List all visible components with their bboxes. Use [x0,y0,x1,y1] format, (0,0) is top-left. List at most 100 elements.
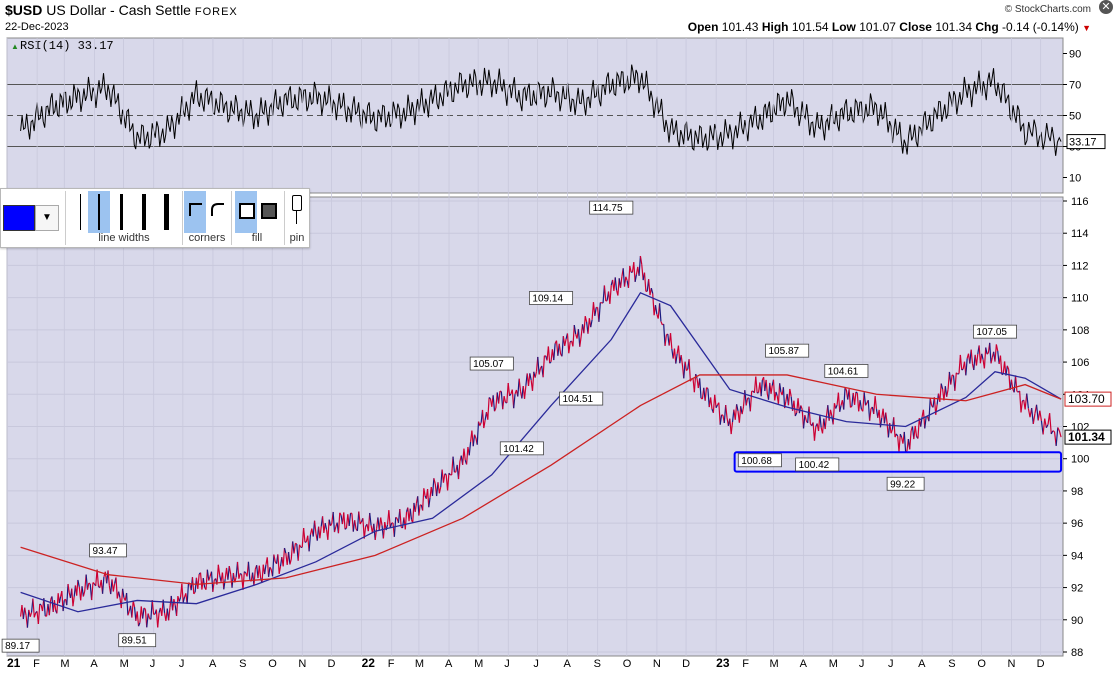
low-value: 101.07 [859,20,896,34]
corners-label: corners [188,232,226,244]
price-segment [579,336,582,347]
price-segment [683,361,686,379]
rsi-tick-label: 50 [1069,111,1081,123]
color-swatch[interactable] [3,205,35,231]
price-segment [538,368,542,375]
price-segment [985,347,988,355]
line-width-2-icon[interactable] [98,194,100,230]
price-segment [677,345,681,364]
price-segment [710,397,713,410]
price-segment [1042,418,1046,435]
price-segment [208,575,211,581]
price-segment [509,393,512,397]
price-segment [287,551,291,565]
price-segment [217,564,221,576]
price-segment [404,511,408,530]
price-segment [313,520,317,534]
price-segment [115,577,118,599]
price-segment [472,434,476,447]
price-segment [258,565,262,579]
price-segment [239,572,242,575]
square-corner-icon[interactable] [187,201,203,217]
x-tick-label: S [594,658,601,670]
price-segment [479,422,482,426]
solid-fill-icon[interactable] [261,203,277,219]
line-width-4-icon[interactable] [142,194,146,230]
price-segment [147,613,151,619]
price-segment [590,319,593,328]
price-segment [633,262,636,282]
price-segment [978,345,982,364]
close-icon[interactable]: ✕ [1099,0,1113,14]
price-segment [182,596,186,603]
price-segment [684,361,688,371]
line-width-3-icon[interactable] [120,194,123,230]
price-segment [442,473,446,483]
price-tick-label: 94 [1071,550,1083,562]
x-tick-label: J [179,658,185,670]
line-width-1-icon[interactable] [80,194,81,230]
price-segment [914,425,918,437]
x-tick-label: F [742,658,749,670]
price-segment [303,527,306,543]
price-segment [228,565,232,575]
price-segment [853,391,857,405]
chart-header: $USD US Dollar - Cash Settle FOREX 22-De… [0,0,1113,34]
price-segment [622,268,626,287]
price-segment [151,600,155,615]
rsi-tick-label: 90 [1069,49,1081,61]
annotation-box [118,633,157,648]
round-corner-icon[interactable] [209,201,225,217]
x-tick-label: M [769,658,778,670]
price-segment [238,573,241,579]
price-segment [654,305,658,315]
price-segment [125,592,129,616]
price-segment [990,357,993,364]
price-segment [542,355,546,378]
price-segment [946,389,949,397]
price-segment [143,607,146,610]
price-segment [452,456,456,473]
price-segment [787,388,791,406]
x-tick-label: M [120,658,129,670]
price-segment [502,396,505,410]
price-segment [561,336,564,357]
chevron-down-icon[interactable]: ▼ [35,205,59,231]
rsi-series-line [20,64,1062,156]
price-segment [210,571,214,592]
price-segment [37,603,41,625]
price-segment [137,622,141,627]
price-segment [483,419,486,429]
price-last-value-label: 101.34 [1068,430,1105,444]
annotation-label: 101.42 [503,444,534,455]
price-segment [264,564,267,575]
ohlc-readout: Open 101.43 High 101.54 Low 101.07 Close… [688,20,1091,34]
x-tick-label: A [800,658,808,670]
price-segment [725,405,728,418]
annotation-box [737,453,782,468]
x-tick-label: D [1037,658,1045,670]
price-segment [986,352,989,355]
price-segment [903,431,907,453]
price-tick-label: 106 [1071,357,1089,369]
annotation-label: 100.68 [741,456,772,467]
price-segment [1052,430,1055,433]
price-segment [107,570,110,586]
price-segment [775,391,778,397]
no-fill-icon[interactable] [239,203,255,219]
annotation-label: 104.51 [563,394,594,405]
price-segment [770,385,773,394]
x-tick-label: N [298,658,306,670]
price-segment [206,569,210,581]
x-tick-label: O [623,658,632,670]
price-segment [890,429,893,434]
price-tick-label: 110 [1071,293,1089,305]
price-segment [549,361,552,364]
price-segment [1031,407,1034,424]
pin-icon[interactable] [292,195,302,211]
price-segment [850,405,853,408]
price-segment [627,265,631,288]
price-segment [181,583,184,603]
line-width-5-icon[interactable] [164,194,169,230]
x-tick-label: F [33,658,40,670]
